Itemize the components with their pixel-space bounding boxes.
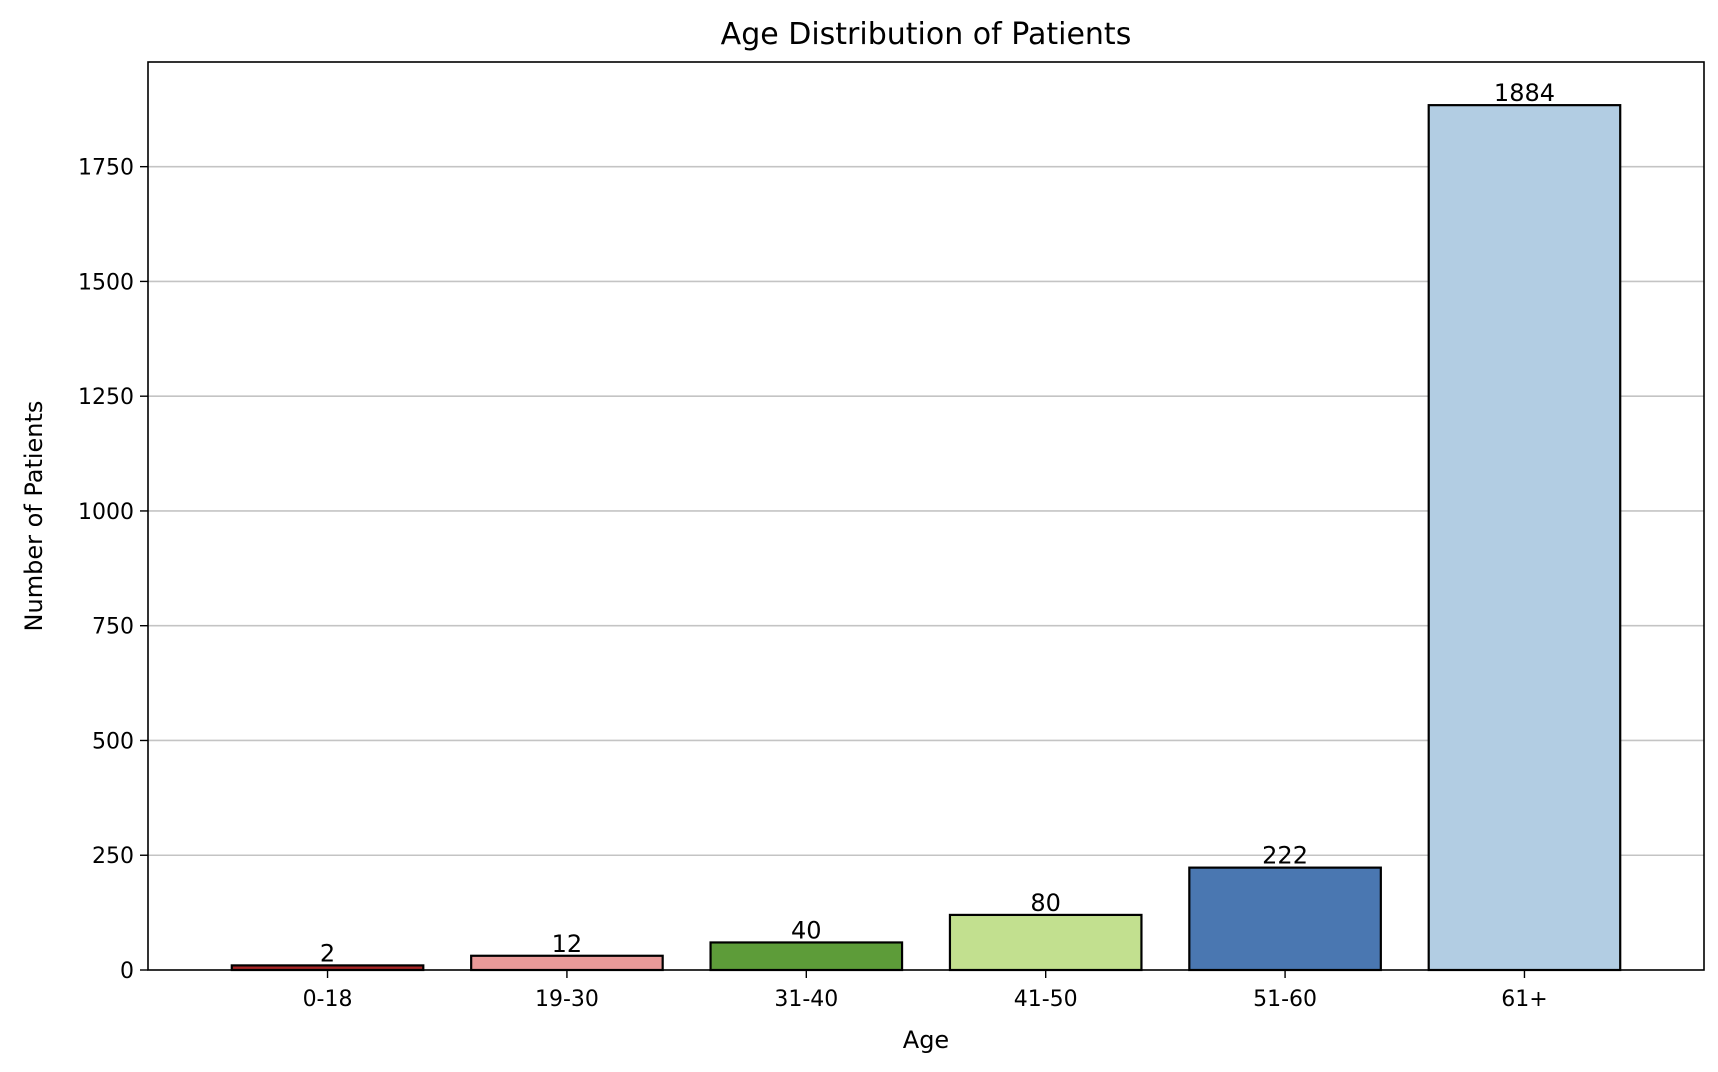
bar-61+ <box>1427 104 1622 972</box>
y-axis-label: Number of Patients <box>20 401 48 632</box>
data-label: 1884 <box>1494 79 1555 107</box>
y-tick-label: 0 <box>120 959 134 984</box>
data-label: 12 <box>552 930 583 958</box>
x-tick-label: 0-18 <box>303 987 353 1012</box>
data-labels: 2 12 40 80 222 1884 <box>320 79 1555 967</box>
bars <box>230 104 1622 972</box>
x-tick-label: 41-50 <box>1014 987 1078 1012</box>
y-axis: 0 250 500 750 1000 1250 1500 1750 <box>78 156 148 984</box>
gridlines <box>148 165 1704 857</box>
y-tick-label: 750 <box>92 615 134 640</box>
y-tick-label: 1000 <box>78 500 134 525</box>
x-tick-label: 61+ <box>1501 987 1547 1012</box>
y-tick-label: 500 <box>92 729 134 754</box>
y-tick-label: 250 <box>92 844 134 869</box>
data-label: 80 <box>1030 889 1061 917</box>
x-axis: 0-18 19-30 31-40 41-50 51-60 61+ <box>303 970 1548 1012</box>
chart-title: Age Distribution of Patients <box>721 17 1132 52</box>
y-tick-label: 1250 <box>78 385 134 410</box>
x-tick-label: 51-60 <box>1253 987 1317 1012</box>
x-tick-label: 31-40 <box>774 987 838 1012</box>
y-tick-label: 1750 <box>78 156 134 181</box>
bar-31-40 <box>709 941 904 972</box>
bar-41-50 <box>948 913 1143 972</box>
data-label: 2 <box>320 939 335 967</box>
plot-frame <box>147 61 1705 971</box>
x-axis-label: Age <box>903 1026 949 1054</box>
y-tick-label: 1500 <box>78 270 134 295</box>
data-label: 40 <box>791 916 822 944</box>
data-label: 222 <box>1262 842 1308 870</box>
bar-19-30 <box>470 954 664 972</box>
bar-51-60 <box>1188 866 1382 972</box>
x-tick-label: 19-30 <box>535 987 599 1012</box>
